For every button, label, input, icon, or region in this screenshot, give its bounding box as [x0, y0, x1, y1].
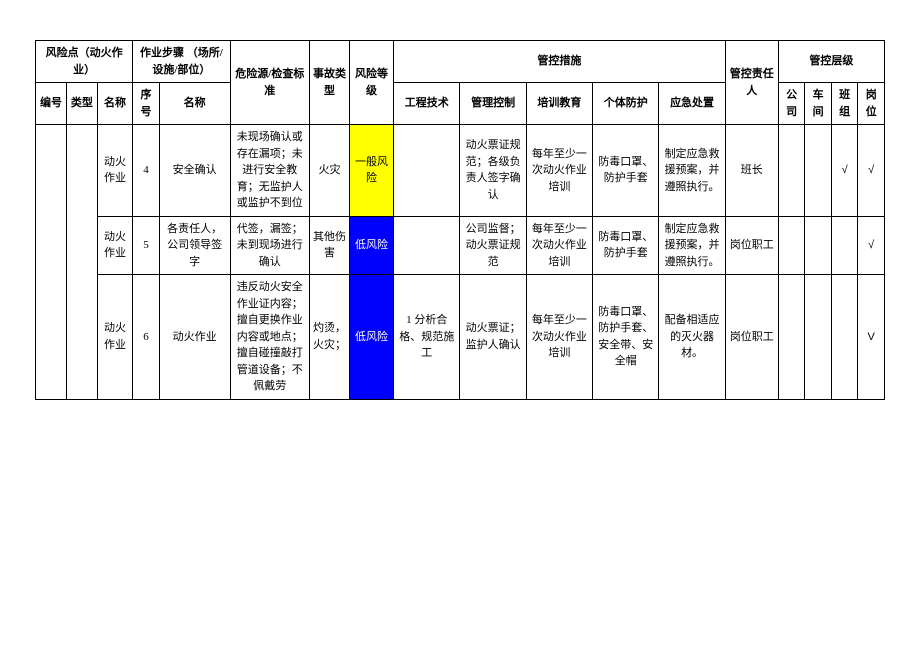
header-type: 类型: [66, 83, 97, 125]
cell-management: 动火票证；监护人确认: [460, 275, 526, 400]
header-engineering: 工程技术: [394, 83, 460, 125]
header-ppe: 个体防护: [593, 83, 659, 125]
cell-hazard: 未现场确认或存在漏项；未进行安全教育；无监护人或监护不到位: [230, 125, 310, 217]
header-hazard-standard: 危险源/检查标准: [230, 41, 310, 125]
cell-team: √: [831, 125, 858, 217]
header-position: 岗位: [858, 83, 885, 125]
cell-ppe: 防毒口罩、防护手套、安全带、安全帽: [593, 275, 659, 400]
header-team: 班组: [831, 83, 858, 125]
cell-number: [36, 125, 67, 400]
header-accident-type: 事故类型: [310, 41, 350, 125]
header-risk-level: 风险等级: [349, 41, 393, 125]
cell-training: 每年至少一次动火作业培训: [526, 216, 592, 275]
cell-company: [778, 275, 805, 400]
cell-accident: 火灾: [310, 125, 350, 217]
cell-risk-level: 低风险: [349, 216, 393, 275]
cell-name: 动火作业: [97, 216, 132, 275]
header-risk-point: 风险点（动火作业）: [36, 41, 133, 83]
cell-team: [831, 216, 858, 275]
cell-engineering: [394, 125, 460, 217]
cell-workshop: [805, 216, 832, 275]
cell-responsible: 岗位职工: [725, 216, 778, 275]
header-control-level: 管控层级: [778, 41, 884, 83]
cell-hazard: 违反动火安全作业证内容；擅自更换作业内容或地点；擅自碰撞敲打管道设备；不佩戴劳: [230, 275, 310, 400]
table-row: 动火作业4安全确认未现场确认或存在漏项；未进行安全教育；无监护人或监护不到位火灾…: [36, 125, 885, 217]
header-control-measures: 管控措施: [394, 41, 726, 83]
header-seq: 序号: [133, 83, 160, 125]
header-management: 管理控制: [460, 83, 526, 125]
cell-engineering: 1 分析合格、规范施工: [394, 275, 460, 400]
header-name: 名称: [97, 83, 132, 125]
header-company: 公司: [778, 83, 805, 125]
cell-risk-level: 低风险: [349, 275, 393, 400]
header-work-step: 作业步骤 （场所/设施/部位）: [133, 41, 230, 83]
cell-training: 每年至少一次动火作业培训: [526, 275, 592, 400]
risk-assessment-table: 风险点（动火作业） 作业步骤 （场所/设施/部位） 危险源/检查标准 事故类型 …: [35, 40, 885, 400]
cell-management: 动火票证规范；各级负责人签字确认: [460, 125, 526, 217]
cell-name: 动火作业: [97, 275, 132, 400]
cell-name: 动火作业: [97, 125, 132, 217]
cell-seq: 5: [133, 216, 160, 275]
cell-seq: 6: [133, 275, 160, 400]
table-row: 动火作业6动火作业违反动火安全作业证内容；擅自更换作业内容或地点；擅自碰撞敲打管…: [36, 275, 885, 400]
cell-risk-level: 一般风险: [349, 125, 393, 217]
cell-responsible: 岗位职工: [725, 275, 778, 400]
table-row: 动火作业5各责任人，公司领导签字代签，漏签；未到现场进行确认其他伤害低风险 公司监…: [36, 216, 885, 275]
cell-hazard: 代签，漏签；未到现场进行确认: [230, 216, 310, 275]
cell-workshop: [805, 125, 832, 217]
cell-emergency: 制定应急救援预案，并遵照执行。: [659, 125, 725, 217]
cell-workshop: [805, 275, 832, 400]
cell-ppe: 防毒口罩、防护手套: [593, 216, 659, 275]
cell-training: 每年至少一次动火作业培训: [526, 125, 592, 217]
cell-type: [66, 125, 97, 400]
cell-step-name: 各责任人，公司领导签字: [159, 216, 230, 275]
cell-position: V: [858, 275, 885, 400]
cell-ppe: 防毒口罩、防护手套: [593, 125, 659, 217]
header-number: 编号: [36, 83, 67, 125]
cell-emergency: 制定应急救援预案，并遵照执行。: [659, 216, 725, 275]
header-emergency: 应急处置: [659, 83, 725, 125]
cell-seq: 4: [133, 125, 160, 217]
header-workshop: 车间: [805, 83, 832, 125]
header-step-name: 名称: [159, 83, 230, 125]
cell-team: [831, 275, 858, 400]
cell-step-name: 安全确认: [159, 125, 230, 217]
cell-emergency: 配备相适应的灭火器材。: [659, 275, 725, 400]
cell-step-name: 动火作业: [159, 275, 230, 400]
cell-position: √: [858, 216, 885, 275]
cell-responsible: 班长: [725, 125, 778, 217]
header-training: 培训教育: [526, 83, 592, 125]
cell-accident: 其他伤害: [310, 216, 350, 275]
header-responsible: 管控责任人: [725, 41, 778, 125]
cell-accident: 灼烫，火灾；: [310, 275, 350, 400]
cell-company: [778, 216, 805, 275]
cell-position: √: [858, 125, 885, 217]
cell-management: 公司监督；动火票证规范: [460, 216, 526, 275]
cell-engineering: [394, 216, 460, 275]
cell-company: [778, 125, 805, 217]
